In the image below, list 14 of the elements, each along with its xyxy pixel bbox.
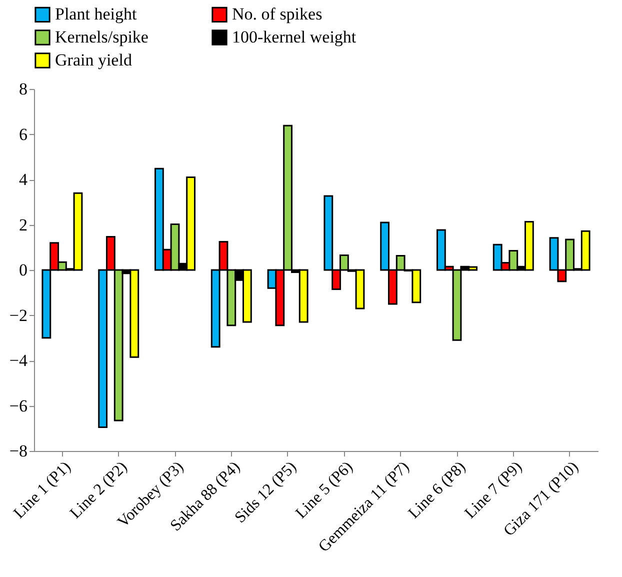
legend-label: 100-kernel weight xyxy=(232,28,356,46)
y-tick-label: −2 xyxy=(9,306,28,325)
y-tick-label: −6 xyxy=(9,396,28,416)
y-tick-label: −4 xyxy=(9,351,28,370)
legend-label: Grain yield xyxy=(55,50,132,70)
y-tick-label: −8 xyxy=(9,442,28,460)
legend-label: Kernels/spike xyxy=(55,28,148,46)
y-tick-label: 8 xyxy=(19,80,28,98)
y-tick-label: 2 xyxy=(19,215,28,234)
legend-label: No. of spikes xyxy=(232,4,322,24)
legend-label: Plant height xyxy=(55,4,137,24)
y-tick-label: 4 xyxy=(19,170,28,189)
y-tick-label: 0 xyxy=(19,260,28,280)
y-tick-label: 6 xyxy=(19,124,28,144)
